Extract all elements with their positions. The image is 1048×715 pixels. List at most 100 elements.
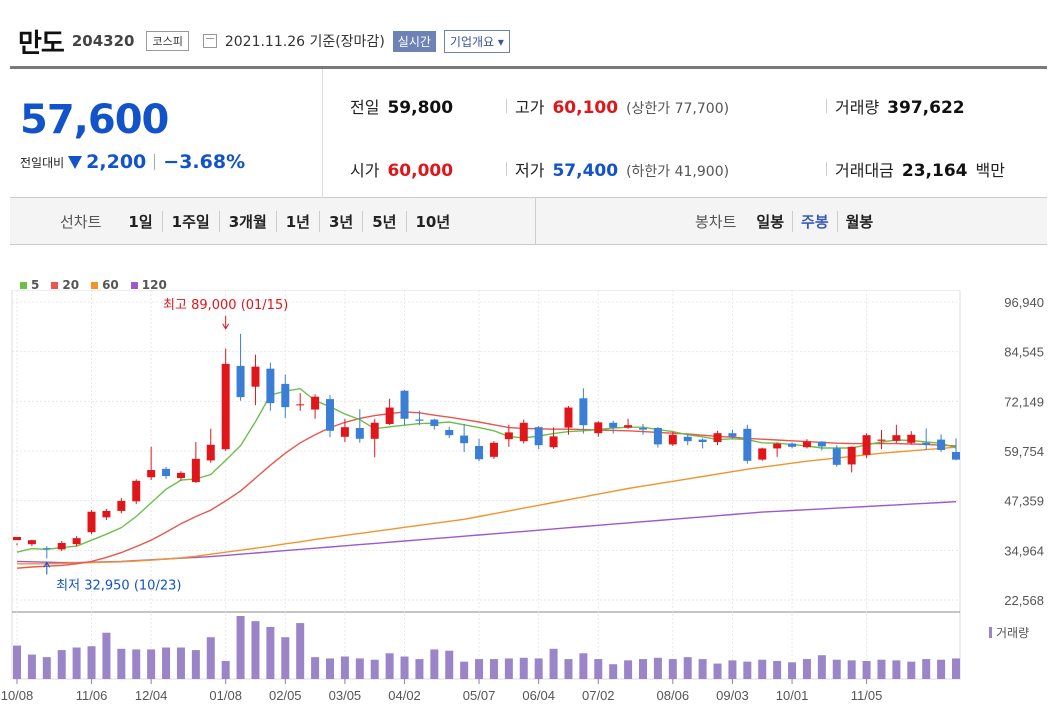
change-amount: 2,200	[86, 151, 147, 173]
volume-bar	[788, 662, 797, 679]
volume-bar	[400, 656, 409, 679]
high-annotation: 최고 89,000 (01/15)	[163, 298, 288, 313]
candle-weekly[interactable]: 주봉	[792, 211, 837, 232]
candle-body	[728, 433, 737, 437]
price-box: 57,600 전일대비 2,200 −3.68%	[10, 69, 323, 198]
quote-summary: 57,600 전일대비 2,200 −3.68% 전일 59,800 시가 60…	[10, 66, 1047, 198]
candle-body	[206, 444, 215, 461]
volume-value: 397,622	[887, 98, 965, 118]
volume-bar	[922, 659, 931, 679]
candle-daily[interactable]: 일봉	[756, 213, 785, 231]
volume-bar	[594, 659, 603, 679]
x-tick-label: 06/04	[522, 688, 555, 703]
low-arrow-head	[43, 561, 51, 568]
x-tick-label: 10/08	[1, 688, 34, 703]
x-tick-label: 12/04	[135, 688, 168, 703]
period-1y[interactable]: 1년	[275, 211, 319, 232]
volume-bar	[504, 658, 513, 679]
period-10y[interactable]: 10년	[405, 211, 460, 232]
lower-limit: (하한가 41,900)	[626, 164, 730, 180]
volume-bar	[519, 657, 528, 679]
period-3m[interactable]: 3개월	[218, 211, 276, 232]
trade-value-label: 거래대금	[835, 161, 894, 180]
low-value: 57,400	[552, 161, 619, 181]
divider	[826, 162, 827, 176]
volume-bar	[534, 658, 543, 679]
stock-header: 만도 204320 코스피 2021.11.26 기준(장마감) 실시간 기업개…	[18, 26, 510, 59]
candle-body	[102, 510, 111, 518]
line-chart-label: 선차트	[60, 213, 102, 231]
period-1w[interactable]: 1주일	[161, 211, 219, 232]
candle-body	[639, 427, 647, 430]
candle-body	[147, 470, 156, 478]
x-tick-label: 09/03	[716, 688, 749, 703]
x-tick-label: 02/05	[269, 688, 302, 703]
volume-bar	[117, 648, 126, 679]
x-tick-label: 11/06	[76, 688, 108, 703]
volume-bar	[460, 661, 469, 679]
period-1d[interactable]: 1일	[128, 213, 153, 231]
volume-bar	[847, 660, 856, 679]
candle-body	[355, 427, 364, 439]
candle-body	[251, 366, 260, 387]
volume-bar	[311, 657, 320, 679]
divider	[154, 154, 156, 170]
volume-bar	[937, 659, 946, 679]
candle-body	[564, 407, 573, 428]
trade-value: 23,164	[901, 161, 968, 181]
x-tick-label: 10/01	[776, 688, 809, 703]
legend-swatch	[51, 281, 59, 289]
legend-ma60: 60	[91, 278, 119, 292]
candle-body	[937, 439, 946, 451]
candle-body	[370, 422, 379, 439]
company-profile-dropdown[interactable]: 기업개요 ▾	[443, 29, 510, 53]
change-row: 전일대비 2,200 −3.68%	[20, 151, 245, 173]
ma20-line	[16, 411, 957, 569]
volume-bar	[639, 659, 647, 679]
volume-bar	[892, 660, 901, 679]
volume-bar	[579, 653, 588, 679]
volume-bar	[475, 659, 484, 679]
legend-swatch	[130, 281, 138, 289]
volume-bar	[713, 663, 722, 679]
candle-body	[72, 538, 81, 545]
candle-body	[758, 448, 767, 460]
ma-legend: 5 20 60 120	[20, 278, 167, 292]
prev-close-value: 59,800	[387, 98, 454, 118]
period-5y[interactable]: 5년	[362, 211, 405, 232]
candle-body	[802, 441, 811, 448]
legend-label: 60	[102, 278, 119, 292]
candle-body	[817, 441, 826, 447]
volume-bar	[221, 661, 230, 679]
down-triangle-icon	[68, 155, 83, 169]
realtime-button[interactable]: 실시간	[392, 30, 436, 52]
x-tick-label: 01/08	[209, 688, 242, 703]
volume-bar	[385, 653, 394, 679]
volume-bar	[355, 658, 364, 679]
market-badge: 코스피	[146, 31, 189, 51]
candle-body	[713, 433, 722, 443]
period-3y[interactable]: 3년	[319, 211, 362, 232]
price-chart[interactable]: 96,940 84,545 72,149 59,754 47,359 34,964 22,5…	[0, 290, 1048, 715]
y-tick-label: 84,545	[1004, 345, 1044, 360]
candle-body	[132, 480, 141, 502]
candle-body	[743, 428, 752, 461]
candle-body	[221, 363, 230, 450]
line-chart-periods: 선차트 1일 1주일 3개월 1년 3년 5년 10년	[60, 211, 459, 232]
x-tick-label: 07/02	[582, 688, 615, 703]
quote-date: 2021.11.26 기준(장마감)	[224, 34, 385, 50]
candle-body	[594, 422, 603, 434]
candle-monthly[interactable]: 월봉	[836, 211, 882, 232]
y-tick-label: 72,149	[1004, 394, 1044, 409]
open-value: 60,000	[387, 161, 454, 181]
candle-body	[489, 442, 498, 457]
open-cell: 시가 60,000	[350, 157, 453, 181]
volume-bar	[42, 657, 51, 679]
legend-ma20: 20	[51, 278, 79, 292]
trade-value-cell: 거래대금 23,164 백만	[835, 157, 1005, 181]
legend-ma120: 120	[130, 278, 167, 292]
stock-name: 만도	[18, 28, 65, 59]
candle-body	[385, 407, 394, 424]
low-cell: 저가 57,400 (하한가 41,900)	[515, 157, 729, 181]
candle-body	[549, 436, 558, 448]
